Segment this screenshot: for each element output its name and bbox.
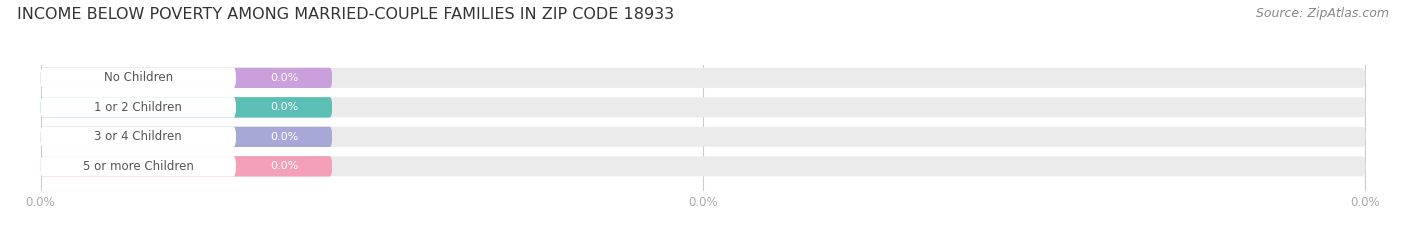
FancyBboxPatch shape (41, 127, 236, 147)
FancyBboxPatch shape (41, 97, 332, 117)
FancyBboxPatch shape (41, 156, 236, 176)
Text: 5 or more Children: 5 or more Children (83, 160, 194, 173)
FancyBboxPatch shape (41, 127, 1365, 147)
FancyBboxPatch shape (41, 97, 1365, 117)
FancyBboxPatch shape (41, 127, 332, 147)
FancyBboxPatch shape (41, 156, 236, 176)
Text: Source: ZipAtlas.com: Source: ZipAtlas.com (1256, 7, 1389, 20)
Text: 0.0%: 0.0% (270, 161, 298, 171)
Text: 0.0%: 0.0% (270, 132, 298, 142)
Text: No Children: No Children (104, 71, 173, 84)
FancyBboxPatch shape (41, 68, 332, 88)
FancyBboxPatch shape (41, 68, 332, 88)
FancyBboxPatch shape (41, 68, 236, 88)
FancyBboxPatch shape (41, 156, 1365, 176)
FancyBboxPatch shape (41, 97, 236, 117)
FancyBboxPatch shape (41, 68, 1365, 88)
Text: 1 or 2 Children: 1 or 2 Children (94, 101, 183, 114)
FancyBboxPatch shape (41, 127, 332, 147)
FancyBboxPatch shape (41, 97, 332, 117)
Text: 0.0%: 0.0% (270, 102, 298, 112)
Text: INCOME BELOW POVERTY AMONG MARRIED-COUPLE FAMILIES IN ZIP CODE 18933: INCOME BELOW POVERTY AMONG MARRIED-COUPL… (17, 7, 673, 22)
FancyBboxPatch shape (41, 127, 236, 147)
FancyBboxPatch shape (41, 156, 332, 176)
FancyBboxPatch shape (41, 97, 236, 117)
Text: 3 or 4 Children: 3 or 4 Children (94, 130, 181, 143)
FancyBboxPatch shape (41, 156, 332, 176)
Text: 0.0%: 0.0% (270, 73, 298, 83)
FancyBboxPatch shape (41, 68, 236, 88)
